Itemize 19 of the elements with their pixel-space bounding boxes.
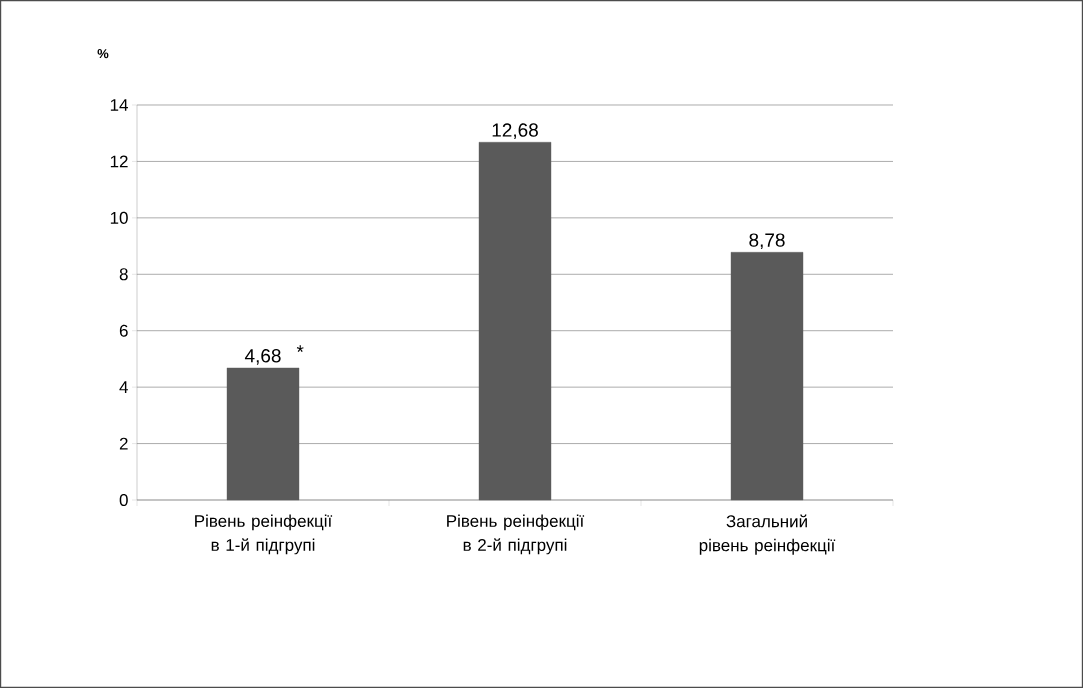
y-tick-label: 4	[119, 381, 128, 393]
y-tick-label: 8	[119, 268, 128, 281]
annotation: *	[296, 345, 304, 353]
bar	[730, 252, 804, 501]
y-tick-label: 0	[119, 493, 128, 507]
y-tick-label: 10	[110, 211, 128, 224]
data-label: 12,68	[492, 123, 538, 140]
x-tick-label: Рівень реінфекції в 2-й підгрупі	[447, 514, 585, 555]
y-tick-label: 6	[119, 324, 128, 337]
data-label: 8,78	[749, 233, 785, 250]
bar	[478, 142, 552, 501]
y-axis-title: %	[97, 49, 109, 59]
y-tick-label: 2	[119, 437, 128, 450]
y-tick-label: 14	[110, 99, 128, 111]
x-tick-label: Рівень реінфекції в 1-й підгрупі	[195, 514, 333, 555]
bar	[226, 367, 300, 501]
data-label: 4,68	[244, 349, 281, 365]
x-tick-label: Загальний рівень реінфекції	[699, 514, 836, 555]
y-tick-label: 12	[110, 155, 128, 168]
